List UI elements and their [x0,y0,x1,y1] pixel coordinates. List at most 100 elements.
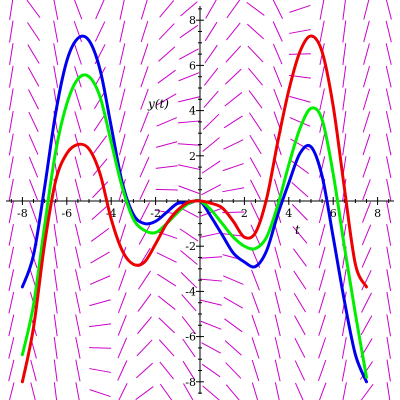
slope-segment [26,0,41,19]
slope-segment [385,0,392,20]
slope-segment [74,111,82,133]
slope-segment [117,337,128,359]
slope-segment [272,21,283,42]
slope-segment [8,337,15,359]
slope-segment [119,0,125,20]
y-tick-label: 4 [189,105,196,118]
slope-segment [361,224,372,246]
slope-segment [201,184,222,196]
slope-segment [274,382,280,400]
slope-segment [319,0,325,20]
y-tick-label: -8 [185,376,196,389]
slope-segment [53,43,59,66]
slope-segment [140,0,148,20]
slope-segment [140,66,149,88]
slope-segment [89,323,112,328]
slope-segment [75,337,81,359]
slope-segment [222,233,245,237]
slope-segment [318,337,327,359]
slope-segment [53,291,58,314]
slope-segment [91,204,109,220]
slope-segment [273,66,283,88]
slope-segment [224,92,243,107]
slope-segment [360,383,374,400]
slope-segment [53,246,58,269]
slope-segment [223,115,243,129]
slope-segment [136,339,153,357]
slope-segment [117,314,127,336]
slope-segment [342,382,347,400]
slope-segment [53,201,58,224]
y-tick-label: -2 [185,240,196,253]
slope-segment [118,201,127,223]
slope-segment [292,226,308,244]
slope-segment [226,0,241,19]
slope-segment [386,246,392,269]
slope-segment [89,389,111,398]
slope-segment [89,275,111,285]
slope-segment [119,65,126,88]
slope-segment [74,224,81,246]
slope-segment [360,315,373,336]
slope-segment [75,382,80,400]
slope-segment [222,163,244,172]
slope-segment [201,363,221,378]
slope-segment [294,360,306,381]
slope-segment [74,156,82,178]
slope-segment [318,314,326,336]
slope-segment [182,383,194,400]
slope-segment [342,133,347,156]
slope-segment [251,269,260,291]
x-tick-label: 4 [285,207,292,220]
slope-segment [274,359,281,382]
slope-segment [137,293,152,312]
slope-segment [9,0,14,20]
slope-segment [361,269,372,291]
slope-segment [8,359,15,382]
slope-segment [342,20,347,43]
slope-segment [386,359,391,382]
slope-segment [28,89,39,110]
slope-segment [273,88,283,110]
y-tick-label: 8 [189,14,196,27]
slope-segment [385,43,392,65]
slope-segment [342,88,347,111]
slope-segment [180,250,198,265]
slope-segment [251,337,260,359]
slope-segment [135,362,154,379]
slope-segment [182,338,196,358]
slope-segment [119,20,126,43]
slope-segment [8,156,14,179]
slope-segment [249,157,262,177]
slope-segment [179,24,199,39]
slope-segment [75,269,81,291]
slope-segment [289,4,311,13]
slope-segment [222,187,245,193]
slope-segment [181,294,197,312]
slope-segment [291,204,308,221]
slope-segment [226,22,241,41]
slope-segment [386,314,391,337]
slope-segment [342,0,346,20]
slope-segment [342,110,347,133]
slope-segment [386,223,392,246]
slope-segment [362,88,371,110]
slope-segment [28,156,39,178]
slope-segment [179,48,199,60]
slope-segment [73,43,82,65]
slope-segment [361,247,372,268]
slope-segment [342,43,347,66]
slope-segment [177,120,200,124]
slope-segment [8,88,14,111]
slope-segment [74,246,81,269]
slope-segment [74,201,82,224]
slope-segment [159,383,173,400]
slope-segment [30,359,37,382]
slope-segment [225,362,242,379]
slope-segment [294,315,306,336]
slope-segment [29,179,38,201]
slope-segment [75,291,81,314]
slope-segment [200,320,222,330]
slope-segment [318,224,326,246]
